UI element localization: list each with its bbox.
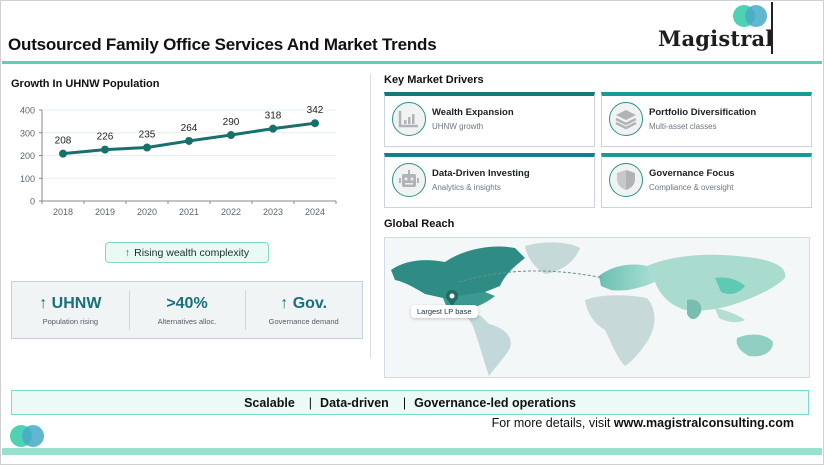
svg-text:100: 100 (20, 174, 35, 184)
page-title: Outsourced Family Office Services And Ma… (8, 35, 437, 54)
svg-text:2019: 2019 (95, 207, 115, 217)
tagline-item: Data-driven (320, 395, 389, 410)
drivers-title: Key Market Drivers (384, 74, 484, 86)
kpi-value: ↑ Gov. (280, 294, 328, 312)
arrow-up-icon: ↑ (124, 246, 131, 259)
tagline-banner: Scalable | Data-driven | Governance-led … (11, 390, 809, 415)
rising-complexity-badge: ↑ Rising wealth complexity (105, 242, 269, 263)
svg-text:226: 226 (97, 132, 114, 143)
tagline-item: Scalable (244, 395, 295, 410)
title-rule (2, 61, 822, 64)
driver-title: Governance Focus (649, 168, 735, 179)
uhnw-line-chart: 0 100 200 300 400 2018 2019 2020 2021 2022 2023 202… (0, 95, 360, 225)
svg-text:2018: 2018 (53, 207, 73, 217)
kpi-label: Alternatives alloc. (157, 316, 217, 326)
svg-text:342: 342 (307, 105, 324, 116)
kpi-label: Governance demand (268, 316, 339, 326)
magistral-logo: Magistral (658, 2, 774, 54)
svg-text:0: 0 (30, 197, 35, 207)
svg-text:318: 318 (265, 111, 282, 122)
logo-circles-icon (733, 5, 773, 27)
footer-rule (2, 448, 822, 455)
svg-text:2023: 2023 (263, 207, 283, 217)
world-map-graphic (391, 242, 786, 376)
shield-icon (609, 163, 643, 197)
tagline-separator: | (402, 395, 407, 410)
driver-subtitle: Multi-asset classes (649, 122, 717, 131)
driver-subtitle: Compliance & oversight (649, 183, 734, 192)
global-reach-title: Global Reach (384, 218, 455, 230)
robot-icon (392, 163, 426, 197)
svg-text:235: 235 (139, 130, 156, 141)
svg-text:400: 400 (20, 106, 35, 116)
visit-prefix: For more details, visit (491, 416, 614, 430)
kpi-uhnw: ↑ UHNW Population rising (12, 282, 129, 338)
tagline-separator: | (308, 395, 313, 410)
driver-card-governance-focus: Governance Focus Compliance & oversight (601, 153, 812, 208)
driver-card-data-driven-investing: Data-Driven Investing Analytics & insigh… (384, 153, 595, 208)
svg-text:300: 300 (20, 128, 35, 138)
kpi-label: Population rising (42, 316, 99, 326)
location-pin-icon (446, 290, 458, 306)
badge-label: Rising wealth complexity (134, 246, 250, 259)
logo-divider (771, 2, 773, 54)
bar-chart-icon (392, 102, 426, 136)
svg-text:208: 208 (55, 136, 72, 147)
driver-card-portfolio-diversification: Portfolio Diversification Multi-asset cl… (601, 92, 812, 147)
driver-card-wealth-expansion: Wealth Expansion UHNW growth (384, 92, 595, 147)
world-map (384, 237, 810, 378)
svg-text:2022: 2022 (221, 207, 241, 217)
largest-lp-base-label: Largest LP base (411, 305, 478, 318)
kpi-governance: ↑ Gov. Governance demand (245, 282, 362, 338)
driver-title: Portfolio Diversification (649, 107, 757, 118)
logo-text: Magistral (658, 26, 774, 51)
kpi-strip: ↑ UHNW Population rising >40% Alternativ… (11, 281, 363, 339)
kpi-value: >40% (166, 294, 208, 312)
svg-text:2024: 2024 (305, 207, 325, 217)
svg-text:290: 290 (223, 117, 240, 128)
svg-text:2021: 2021 (179, 207, 199, 217)
footer-logo-icon (10, 425, 50, 447)
kpi-alternatives: >40% Alternatives alloc. (128, 282, 246, 338)
svg-text:264: 264 (181, 123, 198, 134)
driver-subtitle: Analytics & insights (432, 183, 501, 192)
driver-subtitle: UHNW growth (432, 122, 484, 131)
chart-title: Growth In UHNW Population (11, 78, 160, 90)
driver-title: Wealth Expansion (432, 107, 514, 118)
panel-divider (370, 74, 371, 358)
svg-text:2020: 2020 (137, 207, 157, 217)
tagline-item: Governance-led operations (414, 395, 576, 410)
layers-icon (609, 102, 643, 136)
footer-visit: For more details, visit www.magistralcon… (492, 416, 794, 430)
svg-text:200: 200 (20, 151, 35, 161)
website-link[interactable]: www.magistralconsulting.com (613, 416, 794, 430)
kpi-value: ↑ UHNW (39, 294, 102, 312)
driver-title: Data-Driven Investing (432, 168, 530, 179)
